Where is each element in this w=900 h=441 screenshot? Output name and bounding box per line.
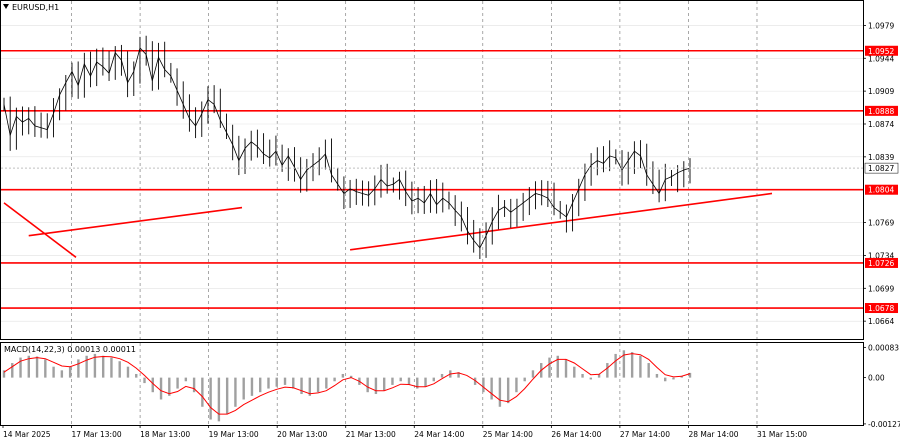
trend-line [3, 202, 77, 258]
level-badge-label: 1.0888 [868, 107, 894, 116]
price-axis: 1.0979 1.0944 1.0909 1.0874 1.0839 1.0769 1.07… [863, 21, 894, 326]
level-price-badges: 1.0952 1.0888 1.0804 1.0726 1.0678 [865, 45, 898, 314]
trend-lines [3, 192, 773, 258]
level-badge [865, 184, 898, 195]
x-tick-label: 28 Mar 14:00 [688, 430, 738, 439]
main-plot-frame [0, 0, 864, 340]
current-price-badge: 1.0827 [864, 162, 899, 174]
trend-line [28, 206, 243, 237]
x-tick-label: 14 Mar 2025 [3, 430, 51, 439]
y-tick-label: 1.0699 [868, 284, 894, 293]
level-badge [865, 45, 898, 56]
macd-plot-frame [0, 342, 864, 426]
y-tick-label: 1.0839 [868, 153, 894, 162]
level-badge [865, 303, 898, 314]
macd-y-tick-label: -0.00127 [868, 420, 900, 429]
x-tick-label: 25 Mar 14:00 [483, 430, 533, 439]
trend-line [349, 192, 773, 251]
macd-y-tick-label: 0.00083 [868, 343, 899, 352]
macd-panel [2, 350, 692, 422]
level-badge-label: 1.0678 [868, 304, 894, 313]
y-tick-label: 1.0664 [868, 317, 894, 326]
dropdown-triangle-icon[interactable] [3, 4, 9, 9]
x-tick-label: 21 Mar 13:00 [346, 430, 396, 439]
level-badge-label: 1.0726 [868, 259, 894, 268]
price-line [3, 47, 691, 249]
macd-y-tick-label: 0.00 [868, 374, 885, 383]
y-tick-label: 1.0944 [868, 54, 894, 63]
x-tick-label: 19 Mar 13:00 [209, 430, 259, 439]
current-price-badge-box [864, 162, 899, 174]
macd-signal-line [3, 353, 691, 415]
level-badge [865, 257, 898, 268]
y-tick-label: 1.0734 [868, 251, 894, 260]
macd-axis: 0.00083 0.00 -0.00127 [863, 343, 900, 429]
chart-title: EURUSD,H1 [12, 3, 59, 12]
x-tick-label: 27 Mar 14:00 [620, 430, 670, 439]
y-tick-label: 1.0874 [868, 120, 894, 129]
level-badge-label: 1.0952 [868, 47, 894, 56]
time-axis: 14 Mar 2025 17 Mar 13:00 18 Mar 13:00 19 Ma… [2, 425, 807, 439]
support-resistance-levels [1, 49, 863, 309]
x-tick-label: 24 Mar 14:00 [414, 430, 464, 439]
x-tick-label: 31 Mar 15:00 [757, 430, 807, 439]
macd-title: MACD(14,22,3) 0.00013 0.00011 [4, 345, 136, 354]
x-tick-label: 26 Mar 14:00 [551, 430, 601, 439]
x-tick-label: 17 Mar 13:00 [72, 430, 122, 439]
current-price-label: 1.0827 [868, 164, 894, 173]
y-tick-label: 1.0769 [868, 219, 894, 228]
y-tick-label: 1.0909 [868, 87, 894, 96]
level-badge [865, 105, 898, 116]
y-tick-label: 1.0979 [868, 21, 894, 30]
x-tick-label: 20 Mar 13:00 [277, 430, 327, 439]
x-tick-label: 18 Mar 13:00 [140, 430, 190, 439]
level-badge-label: 1.0804 [868, 186, 894, 195]
horizontal-grid [1, 25, 863, 322]
